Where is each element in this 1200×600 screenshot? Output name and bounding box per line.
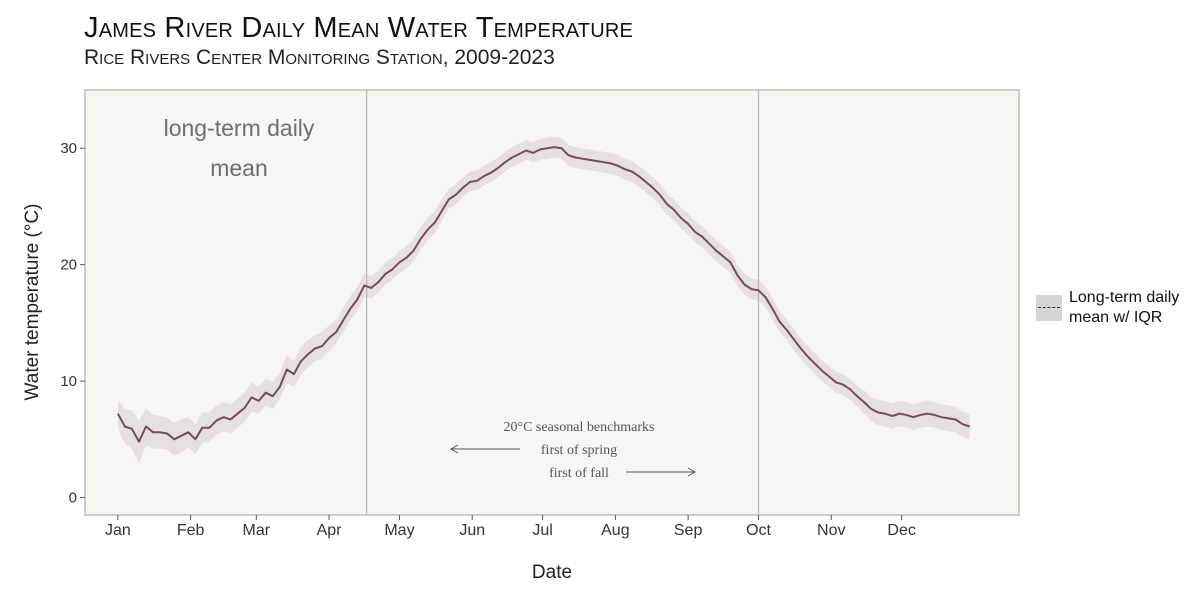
legend-label: Long-term daily mean w/ IQR [1069, 289, 1180, 326]
benchmark-title: 20°C seasonal benchmarks [503, 420, 654, 435]
benchmark-spring-label: first of spring [541, 443, 617, 458]
plot-panel [84, 89, 1020, 516]
x-tick-label: May [384, 522, 414, 539]
y-tick-label: 30 [60, 140, 77, 157]
fall-arrow [626, 467, 697, 477]
panel-annotation-line-2: mean [210, 155, 268, 181]
x-tick-label: Mar [243, 522, 271, 539]
benchmark-fall-label: first of fall [549, 466, 609, 481]
y-tick-label: 10 [60, 373, 77, 390]
spring-arrow [449, 444, 520, 454]
legend-key-ribbon-dashed [1036, 295, 1062, 321]
mean-line [117, 146, 971, 443]
x-tick-label: Nov [817, 522, 845, 539]
x-tick-label: Apr [317, 522, 343, 539]
y-tick-label: 20 [60, 257, 77, 274]
x-tick-label: Jun [459, 522, 485, 539]
y-axis-label: Water temperature (°C) [22, 204, 43, 401]
panel-annotation-line-1: long-term daily [164, 115, 315, 141]
x-tick-label: Jan [105, 522, 131, 539]
x-tick-label: Sep [674, 522, 703, 539]
x-tick-label: Aug [601, 522, 629, 539]
x-tick-label: Feb [177, 522, 205, 539]
y-tick-label: 0 [69, 490, 77, 507]
legend: Long-term daily mean w/ IQR [1036, 288, 1199, 328]
chart-subtitle: Rice Rivers Center Monitoring Station, 2… [84, 46, 555, 69]
x-tick-label: Dec [887, 522, 915, 539]
chart-svg: 0 10 20 30 Jan Feb Mar Apr May Jun Jul Aug Sep Oct Nov… [22, 89, 1020, 583]
chart-title: James River Daily Mean Water Temperature [84, 12, 634, 44]
x-tick-label: Oct [746, 522, 771, 539]
iqr-ribbon [117, 136, 970, 464]
x-axis-label: Date [532, 562, 572, 583]
x-tick-label: Jul [532, 522, 552, 539]
